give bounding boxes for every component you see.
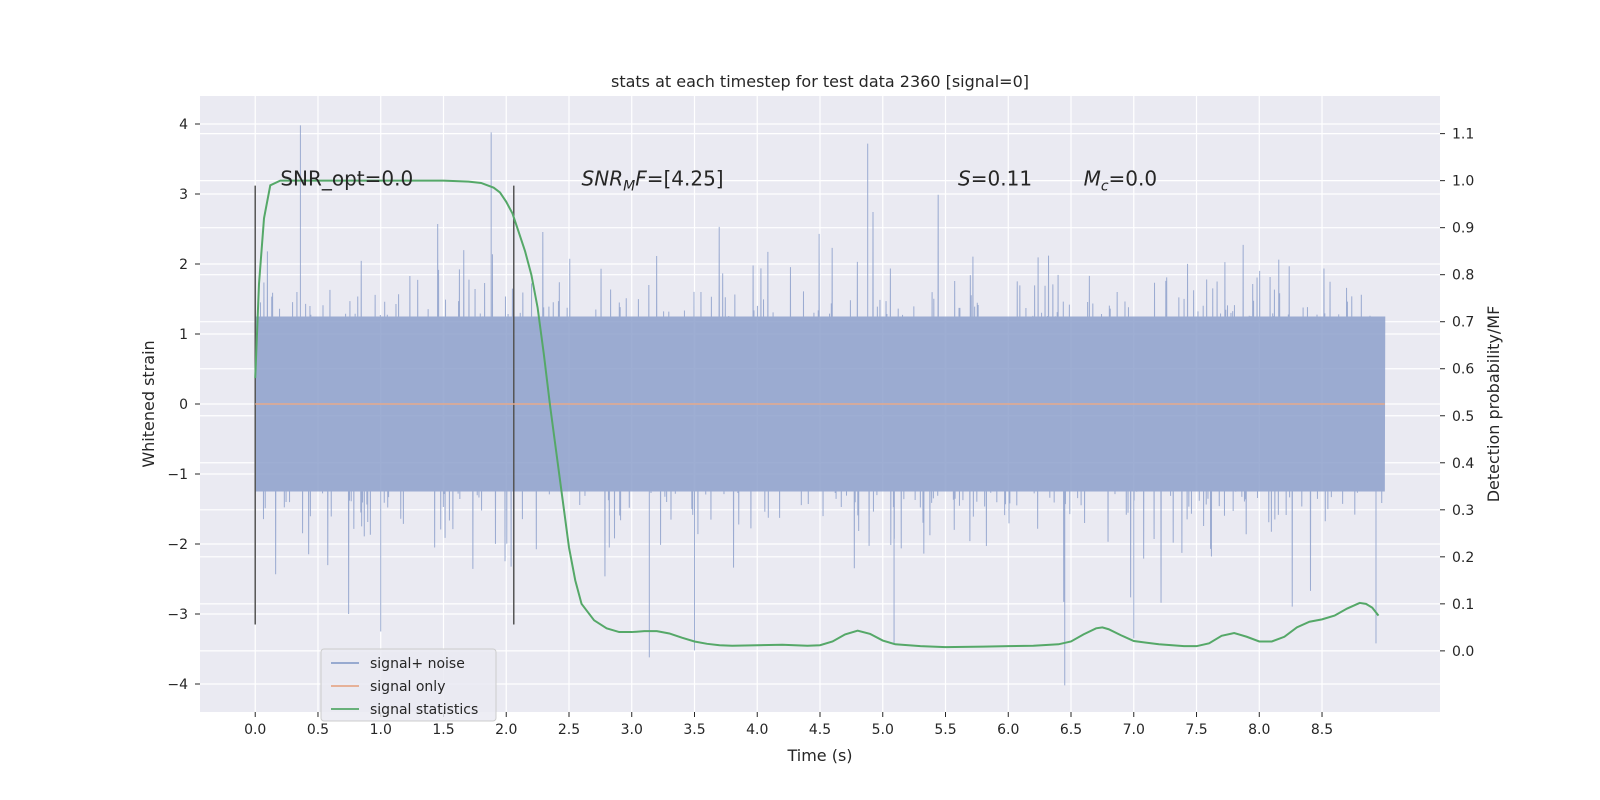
legend: signal+ noise signal only signal statist… bbox=[320, 648, 497, 722]
y-right-tick-label-1: 1.0 bbox=[1452, 174, 1474, 190]
y-tick-label-4: 0 bbox=[179, 397, 188, 413]
y-tick-label-7: −3 bbox=[167, 607, 188, 623]
y-tick-label-6: −2 bbox=[167, 537, 188, 553]
y-axis-label: Whitened strain bbox=[139, 340, 158, 467]
x-tick-label-12: 6.0 bbox=[997, 722, 1019, 738]
annotation-subscript: c bbox=[1101, 179, 1109, 195]
x-tick-label-6: 3.0 bbox=[621, 722, 643, 738]
y-tick-label-8: −4 bbox=[167, 677, 188, 693]
x-tick-label-7: 3.5 bbox=[683, 722, 705, 738]
line-series bbox=[254, 179, 1385, 649]
x-tick-label-13: 6.5 bbox=[1060, 722, 1082, 738]
chart-title: stats at each timestep for test data 236… bbox=[611, 72, 1029, 91]
signal-plus-noise-series bbox=[254, 125, 1386, 686]
x-tick-label-15: 7.5 bbox=[1185, 722, 1207, 738]
annotation-s-value: S=0.11 bbox=[958, 167, 1032, 191]
annotation-snr-opt: SNR_opt=0.0 bbox=[280, 167, 413, 191]
y-right-tick-label-9: 0.2 bbox=[1452, 550, 1474, 566]
x-tick-label-16: 8.0 bbox=[1248, 722, 1270, 738]
annotation-italic: SNR bbox=[582, 167, 624, 191]
x-tick-label-4: 2.0 bbox=[495, 722, 517, 738]
y-tick-label-1: 3 bbox=[179, 187, 188, 203]
y-right-tick-label-11: 0.0 bbox=[1452, 644, 1474, 660]
annotation-value: =[4.25] bbox=[647, 167, 724, 191]
y-right-tick-label-7: 0.4 bbox=[1452, 456, 1474, 472]
y-right-tick-label-2: 0.9 bbox=[1452, 221, 1474, 237]
vertical-markers bbox=[254, 185, 515, 625]
signal-statistics-line bbox=[254, 179, 1380, 649]
y-right-tick-label-6: 0.5 bbox=[1452, 409, 1474, 425]
annotations: SNR_opt=0.0 SNRMF=[4.25] S=0.11 Mc=0.0 bbox=[280, 167, 1157, 195]
x-tick-label-2: 1.0 bbox=[370, 722, 392, 738]
annotation-subscript: M bbox=[623, 179, 635, 195]
annotation-value: =0.0 bbox=[1109, 167, 1158, 191]
signal-plus-noise-trace bbox=[254, 125, 1386, 686]
y-right-tick-label-5: 0.6 bbox=[1452, 362, 1474, 378]
y-right-axis-ticks: 1.1 1.0 0.9 0.8 0.7 0.6 0.5 0.4 0.3 0.2 0.1 0.0 bbox=[1440, 127, 1474, 660]
x-tick-label-8: 4.0 bbox=[746, 722, 768, 738]
annotation-italic: M bbox=[1084, 167, 1101, 191]
y-tick-label-5: −1 bbox=[167, 467, 188, 483]
y-tick-label-0: 4 bbox=[179, 117, 188, 133]
x-tick-label-14: 7.0 bbox=[1123, 722, 1145, 738]
legend-box bbox=[320, 648, 497, 722]
x-tick-label-5: 2.5 bbox=[558, 722, 580, 738]
annotation-italic-after: F bbox=[635, 167, 647, 191]
annotation-italic: S bbox=[958, 167, 971, 191]
legend-label-signal-statistics: signal statistics bbox=[370, 702, 478, 718]
x-axis-ticks: 0.0 0.5 1.0 1.5 2.0 2.5 3.0 3.5 4.0 4.5 5.0 5.5 6.0 6… bbox=[244, 712, 1333, 738]
y-right-tick-label-3: 0.8 bbox=[1452, 268, 1474, 284]
annotation-snr-mf: SNRMF=[4.25] bbox=[582, 167, 724, 195]
x-tick-label-10: 5.0 bbox=[872, 722, 894, 738]
x-tick-label-17: 8.5 bbox=[1311, 722, 1333, 738]
y-tick-label-2: 2 bbox=[179, 257, 188, 273]
annotation-text: SNR_opt=0.0 bbox=[280, 167, 413, 191]
x-tick-label-9: 4.5 bbox=[809, 722, 831, 738]
x-tick-label-1: 0.5 bbox=[307, 722, 329, 738]
y-tick-label-3: 1 bbox=[179, 327, 188, 343]
x-tick-label-11: 5.5 bbox=[934, 722, 956, 738]
annotation-mc-value: Mc=0.0 bbox=[1084, 167, 1158, 195]
y-right-axis-label: Detection probability/MF bbox=[1484, 306, 1503, 503]
y-right-tick-label-0: 1.1 bbox=[1452, 127, 1474, 143]
legend-label-signal-only: signal only bbox=[370, 679, 445, 695]
x-tick-label-0: 0.0 bbox=[244, 722, 266, 738]
x-tick-label-3: 1.5 bbox=[432, 722, 454, 738]
y-right-tick-label-8: 0.3 bbox=[1452, 503, 1474, 519]
y-right-tick-label-10: 0.1 bbox=[1452, 597, 1474, 613]
annotation-value: =0.11 bbox=[971, 167, 1032, 191]
y-right-tick-label-4: 0.7 bbox=[1452, 315, 1474, 331]
x-axis-label: Time (s) bbox=[786, 746, 852, 765]
y-axis-ticks: 4 3 2 1 0 −1 −2 −3 −4 bbox=[167, 117, 200, 693]
legend-label-signal-noise: signal+ noise bbox=[370, 656, 465, 672]
